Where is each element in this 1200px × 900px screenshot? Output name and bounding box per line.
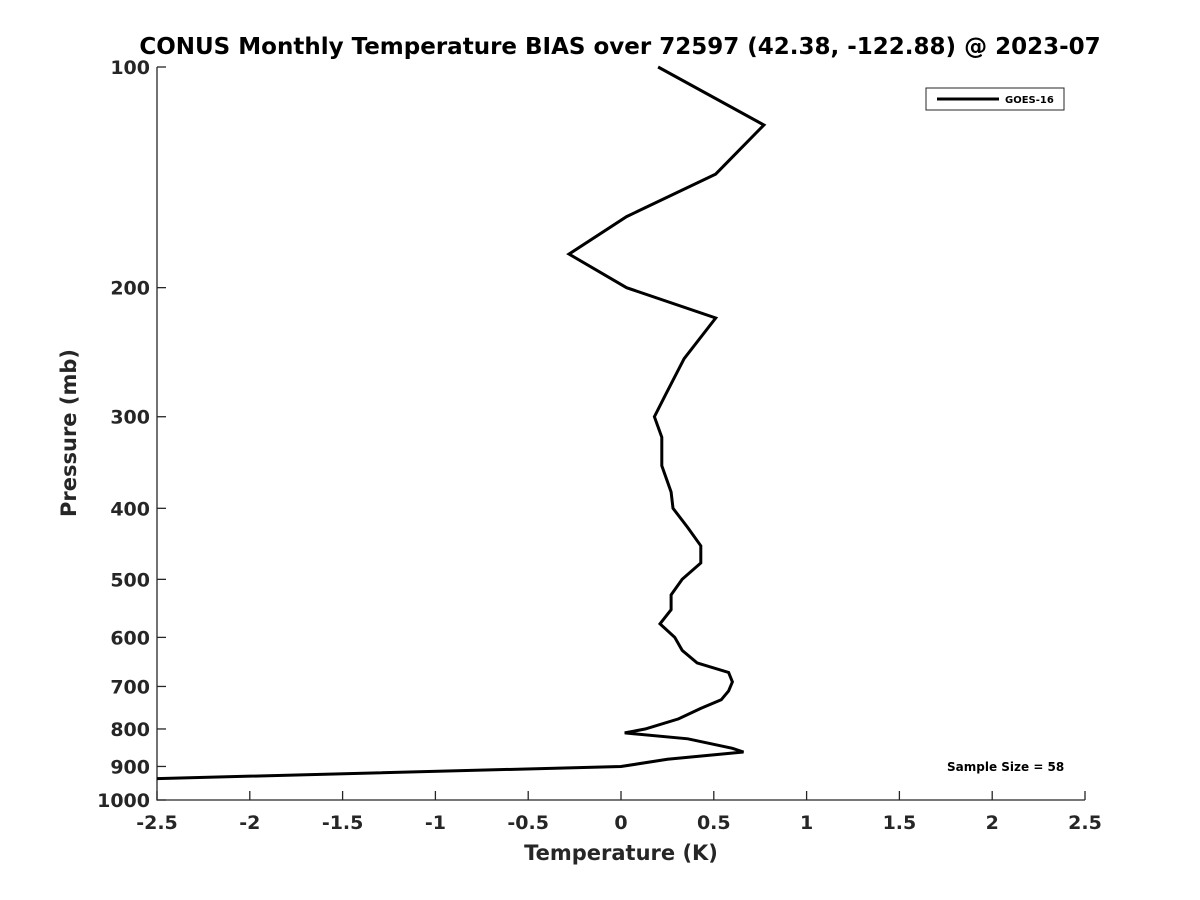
series-layer (156, 65, 767, 781)
x-tick-label: 2.5 (1068, 812, 1102, 834)
y-tick-label: 600 (110, 627, 150, 649)
plot-area: -2.5 -2 -1.5 -1 -0.5 0 0.5 1 1.5 2 2.5 100 200 300 40… (97, 57, 1102, 834)
x-tick-label: -1 (425, 812, 446, 834)
series-line-goes-16 (156, 65, 767, 781)
x-tick-label: 2 (986, 812, 999, 834)
y-tick-label: 200 (110, 278, 150, 300)
x-ticks: -2.5 -2 -1.5 -1 -0.5 0 0.5 1 1.5 2 2.5 (136, 791, 1102, 834)
legend: GOES-16 (925, 87, 1065, 111)
y-tick-label: 300 (110, 407, 150, 429)
y-axis-label: Pressure (mb) (57, 349, 81, 517)
x-tick-label: -2.5 (136, 812, 178, 834)
x-axis-label: Temperature (K) (524, 841, 718, 865)
chart-title: CONUS Monthly Temperature BIAS over 7259… (139, 34, 1100, 60)
legend-label-goes-16: GOES-16 (1005, 95, 1054, 106)
x-tick-label: 1.5 (883, 812, 917, 834)
sample-size-annotation: Sample Size = 58 (947, 760, 1064, 774)
x-tick-label: 0 (614, 812, 627, 834)
x-tick-label: -2 (239, 812, 260, 834)
y-tick-label: 800 (110, 719, 150, 741)
x-tick-label: 0.5 (697, 812, 731, 834)
y-tick-label: 1000 (97, 790, 150, 812)
x-tick-label: -1.5 (322, 812, 364, 834)
y-tick-label: 500 (110, 569, 150, 591)
x-tick-label: -0.5 (507, 812, 549, 834)
y-ticks: 100 200 300 400 500 600 700 800 900 1000 (97, 57, 166, 812)
y-tick-label: 700 (110, 676, 150, 698)
y-tick-label: 100 (110, 57, 150, 79)
x-tick-label: 1 (800, 812, 813, 834)
y-tick-label: 900 (110, 756, 150, 778)
y-tick-label: 400 (110, 498, 150, 520)
